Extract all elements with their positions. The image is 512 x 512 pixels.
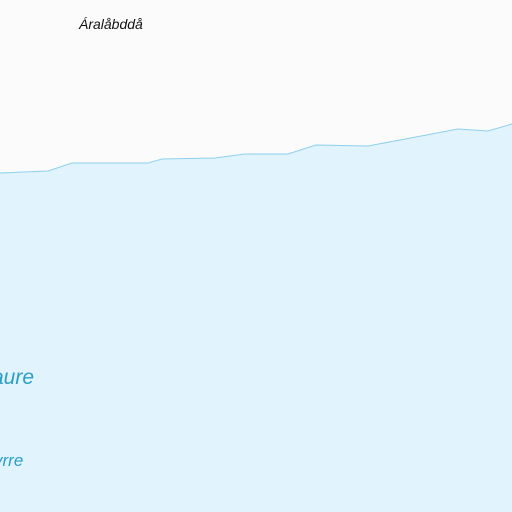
lake-name-label-secondary: vrre (0, 451, 24, 470)
place-label: Áralåbddå (79, 16, 143, 32)
lake-name-label: aure (0, 366, 35, 389)
lake-polygon (0, 124, 512, 512)
shoreline (0, 123, 512, 174)
